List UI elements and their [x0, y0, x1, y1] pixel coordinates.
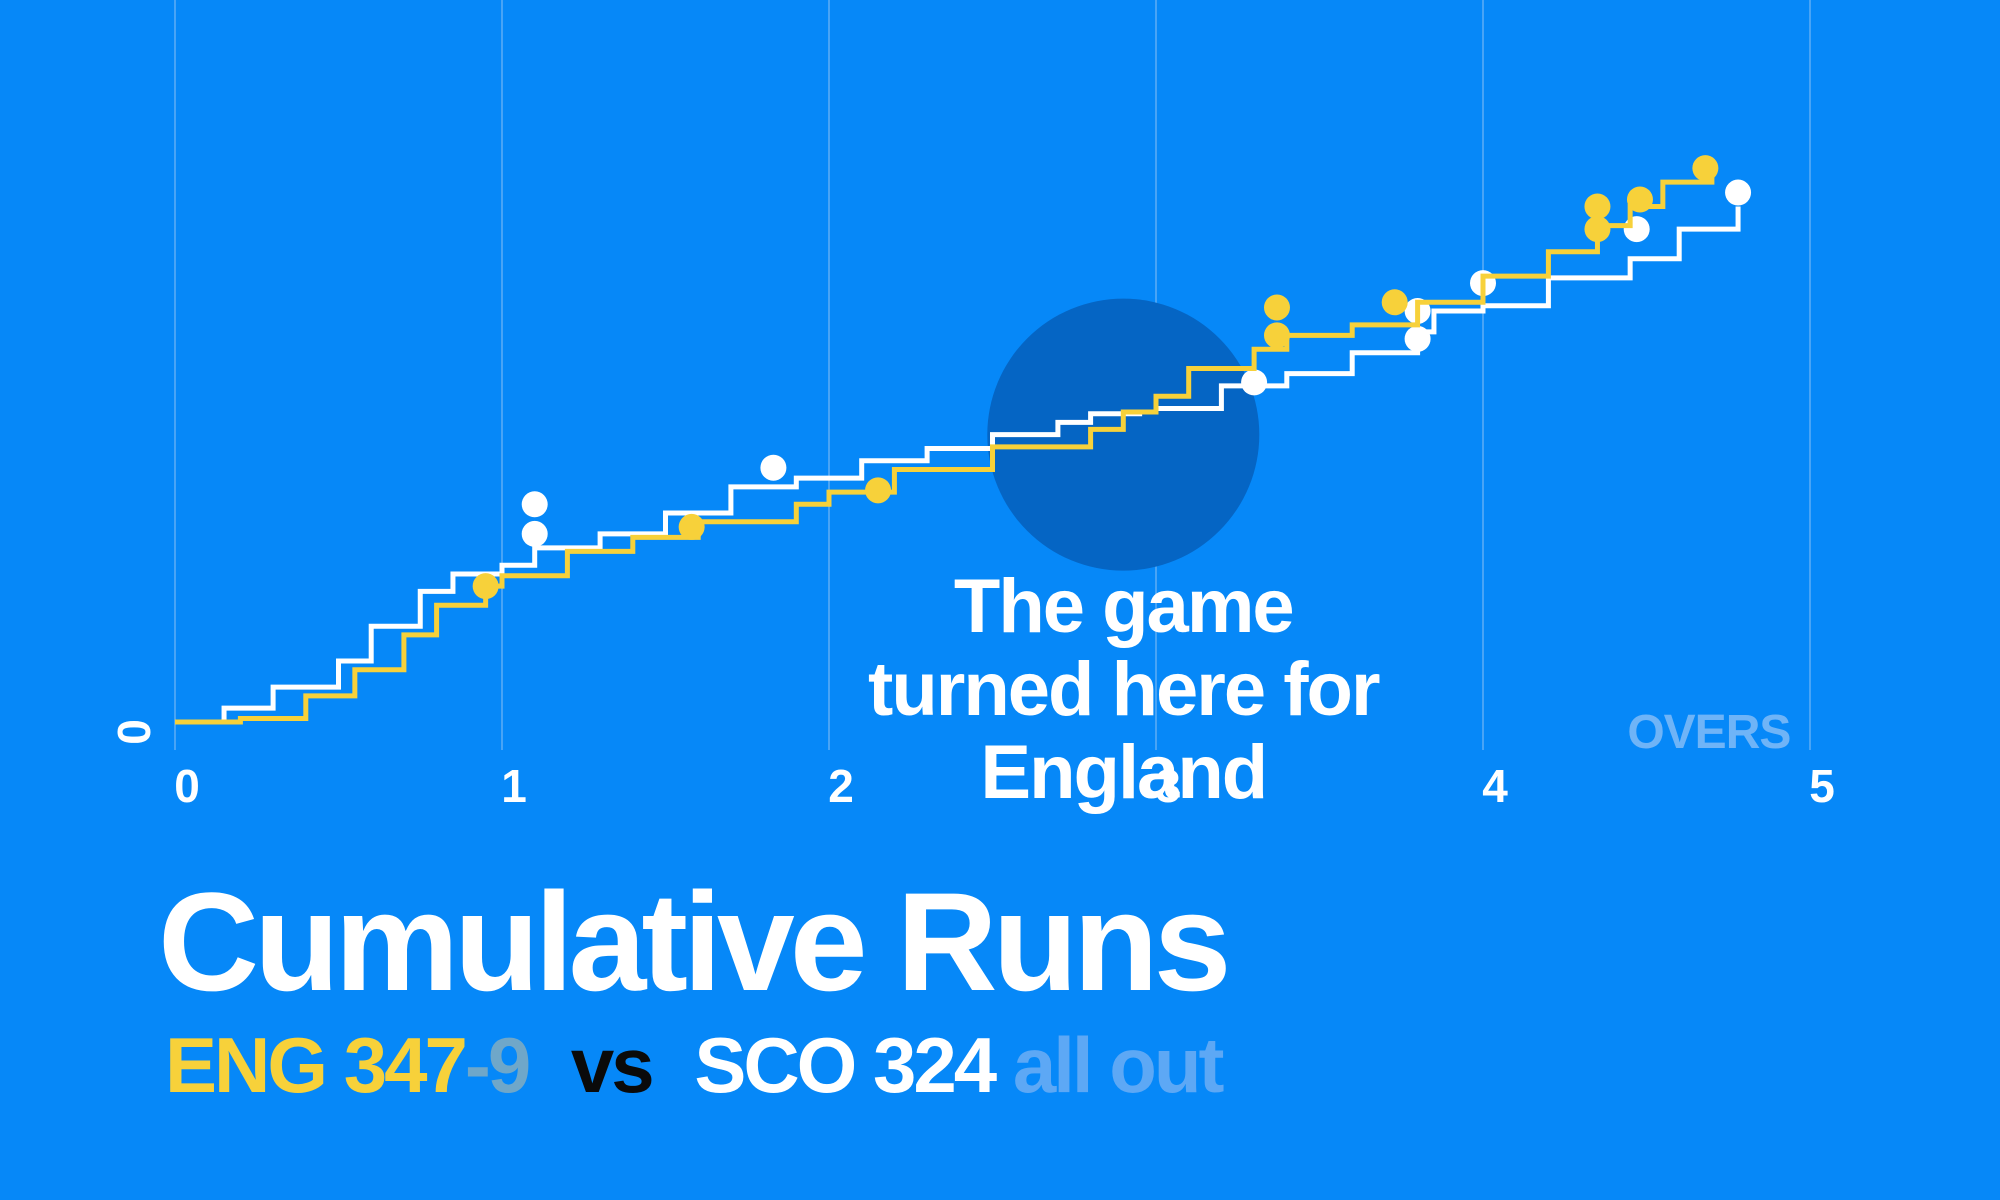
- series-layer: [175, 155, 1752, 725]
- annotation-line: England: [980, 730, 1266, 815]
- eng-team-label: ENG: [165, 1021, 328, 1109]
- eng-wicket-marker: [1692, 155, 1719, 182]
- sco-wicket-marker: [521, 520, 548, 547]
- x-tick-label: 4: [1482, 760, 1508, 812]
- sco-score: 324: [873, 1021, 997, 1109]
- x-axis-ticks: 0 1 2 3 4 5: [174, 760, 1835, 812]
- sco-wicket-marker: [1404, 325, 1431, 352]
- x-axis-label: OVERS: [1627, 706, 1790, 759]
- x-tick-label: 3: [1155, 760, 1181, 812]
- grid-lines: [174, 0, 1811, 750]
- eng-wicket-marker: [1584, 216, 1611, 243]
- x-tick-label: 1: [501, 760, 527, 812]
- sco-wicket-marker: [760, 454, 787, 481]
- eng-wicket-marker: [1263, 322, 1290, 349]
- eng-runs-line: [175, 166, 1715, 725]
- sco-wicket-marker: [1725, 179, 1752, 206]
- x-tick-label: 0: [174, 760, 200, 812]
- sco-wicket-marker: [1241, 369, 1268, 396]
- y-axis-zero-label: 0: [108, 719, 160, 745]
- eng-wicket-marker: [678, 513, 705, 540]
- sco-wicket-marker: [1623, 216, 1650, 243]
- eng-wicket-marker: [1584, 193, 1611, 220]
- eng-wicket-marker: [1381, 289, 1408, 316]
- sco-team-label: SCO: [694, 1021, 857, 1109]
- versus-label: vs: [570, 1021, 655, 1109]
- annotation-line: The game: [954, 564, 1293, 649]
- eng-wicket-marker: [472, 573, 499, 600]
- chart-title: Cumulative Runs: [158, 863, 1232, 1020]
- sco-status: all out: [1012, 1021, 1225, 1109]
- eng-score: 347: [343, 1021, 468, 1109]
- eng-wicket-marker: [865, 477, 892, 504]
- eng-wicket-marker: [1626, 186, 1653, 213]
- eng-wickets: -9: [464, 1021, 531, 1109]
- sco-wicket-marker: [521, 491, 548, 518]
- x-tick-label: 2: [828, 760, 854, 812]
- x-tick-label: 5: [1809, 760, 1835, 812]
- eng-wicket-marker: [1263, 294, 1290, 321]
- score-summary: ENG 347-9 vs SCO 324 all out: [165, 1026, 1224, 1104]
- annotation-line: turned here for: [868, 647, 1380, 732]
